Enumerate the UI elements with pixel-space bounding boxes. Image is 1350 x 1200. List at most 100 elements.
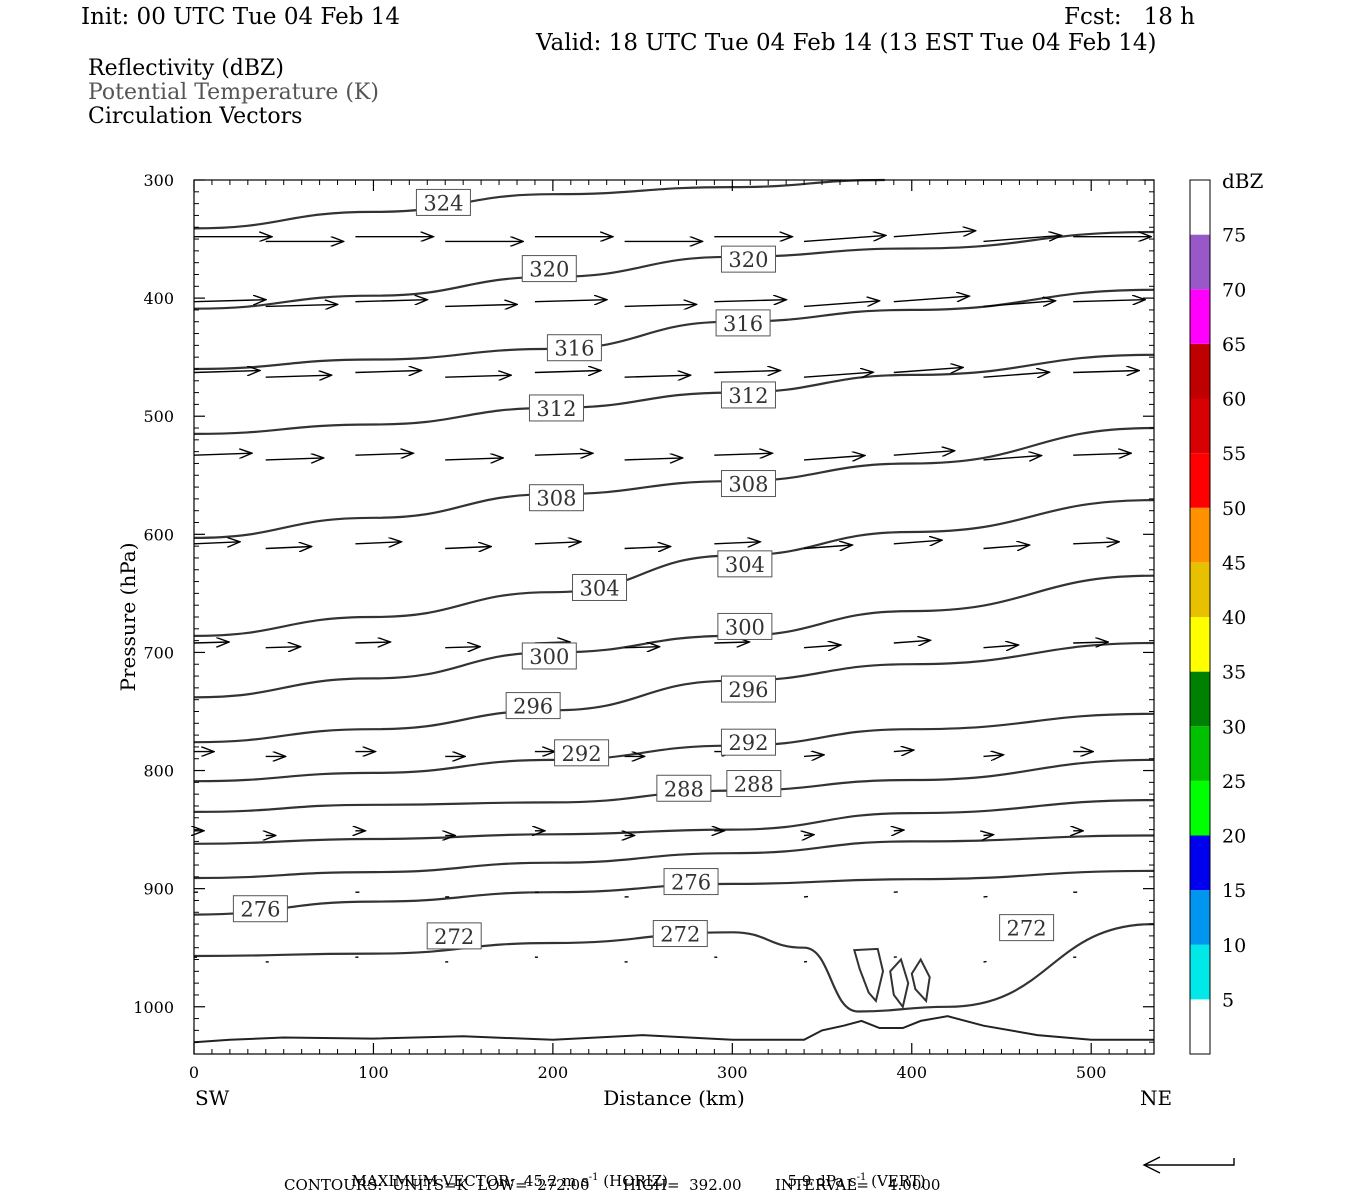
isentrope-label-296: 296 bbox=[505, 692, 561, 720]
legend-theta: Potential Temperature (K) bbox=[88, 80, 379, 105]
x-tick-label: 200 bbox=[538, 1063, 569, 1082]
colorbar-level-label: 70 bbox=[1222, 279, 1246, 301]
colorbar-level-label: 45 bbox=[1222, 552, 1246, 574]
x-end-label-sw: SW bbox=[195, 1086, 230, 1110]
isentrope-label-308: 308 bbox=[528, 484, 584, 512]
circulation-vector bbox=[983, 755, 1004, 757]
isentrope-320 bbox=[193, 230, 1155, 310]
vert-exponent: -1 bbox=[856, 1172, 867, 1183]
circulation-vector bbox=[265, 375, 332, 377]
isentrope-308 bbox=[193, 426, 1155, 539]
svg-text:292: 292 bbox=[562, 742, 602, 766]
circulation-vector bbox=[893, 451, 955, 456]
vert-tag: (VERT) bbox=[866, 1172, 926, 1190]
circulation-vector bbox=[355, 542, 401, 544]
colorbar-level-label: 55 bbox=[1222, 443, 1246, 465]
colorbar-swatch bbox=[1190, 234, 1210, 290]
svg-text:288: 288 bbox=[664, 777, 704, 801]
circulation-vector bbox=[355, 453, 413, 455]
circulation-vector bbox=[714, 300, 786, 302]
circulation-vector bbox=[1073, 642, 1108, 643]
circulation-vector bbox=[193, 371, 260, 373]
circulation-vector bbox=[1073, 300, 1145, 302]
svg-text:300: 300 bbox=[725, 615, 765, 639]
circulation-vector bbox=[445, 375, 511, 377]
circulation-vector bbox=[714, 371, 780, 373]
footer-max-vector-vert: 5.9 dPa s-1 (VERT) bbox=[778, 1158, 926, 1189]
isentrope-label-320: 320 bbox=[521, 255, 577, 283]
circulation-vector bbox=[193, 453, 252, 455]
circulation-vector bbox=[894, 830, 904, 831]
isentrope-label-272: 272 bbox=[652, 920, 708, 948]
isentrope-296 bbox=[193, 641, 1155, 744]
isentrope-label-272: 272 bbox=[999, 914, 1055, 942]
colorbar-level-label: 25 bbox=[1222, 771, 1246, 793]
isentrope-label-296: 296 bbox=[720, 675, 776, 703]
svg-text:316: 316 bbox=[723, 312, 763, 336]
y-tick-label: 900 bbox=[143, 880, 174, 899]
svg-text:304: 304 bbox=[579, 576, 619, 600]
x-axis-label: Distance (km) bbox=[603, 1086, 745, 1110]
terrain-line bbox=[193, 1015, 1154, 1044]
colorbar-unit: dBZ bbox=[1222, 169, 1264, 193]
svg-text:272: 272 bbox=[660, 923, 700, 947]
circulation-vector bbox=[265, 458, 324, 460]
isentrope-label-304: 304 bbox=[717, 550, 773, 578]
colorbar-swatch bbox=[1190, 180, 1210, 235]
colorbar-swatch bbox=[1190, 398, 1210, 454]
x-tick-label: 300 bbox=[717, 1063, 748, 1082]
isentrope-label-276: 276 bbox=[663, 868, 719, 896]
y-tick-label: 400 bbox=[143, 289, 174, 308]
colorbar-swatch bbox=[1190, 671, 1210, 727]
y-tick-label: 500 bbox=[143, 407, 174, 426]
isentrope-label-292: 292 bbox=[554, 739, 610, 767]
colorbar-level-label: 50 bbox=[1222, 498, 1246, 520]
circulation-vector bbox=[624, 304, 697, 306]
circulation-vector bbox=[534, 453, 593, 455]
legend-vectors: Circulation Vectors bbox=[88, 104, 303, 129]
svg-text:308: 308 bbox=[536, 487, 576, 511]
colorbar-level-label: 10 bbox=[1222, 935, 1246, 957]
colorbar-level-label: 35 bbox=[1222, 662, 1246, 684]
colorbar-swatch bbox=[1190, 562, 1210, 618]
colorbar-swatch bbox=[1190, 507, 1210, 563]
circulation-vector bbox=[984, 835, 994, 836]
footer-contour-info: CONTOURS: UNITS=K LOW= 272.00 HIGH= 392.… bbox=[284, 1176, 941, 1194]
isentrope-292 bbox=[193, 712, 1155, 783]
reference-vector-arrow bbox=[1142, 1156, 1235, 1174]
svg-text:304: 304 bbox=[725, 553, 765, 577]
circulation-vector bbox=[803, 755, 824, 757]
horiz-exponent: -1 bbox=[588, 1172, 599, 1183]
circulation-vector bbox=[265, 547, 312, 549]
circulation-vector bbox=[983, 235, 1062, 243]
circulation-vector bbox=[893, 540, 942, 544]
colorbar-swatch bbox=[1190, 999, 1210, 1055]
svg-text:296: 296 bbox=[728, 678, 768, 702]
circulation-vector bbox=[1073, 453, 1131, 455]
reflectivity-contour bbox=[852, 947, 885, 1004]
isentrope-284 bbox=[193, 799, 1155, 845]
circulation-vector bbox=[803, 545, 852, 549]
circulation-vector bbox=[893, 640, 931, 643]
x-tick-label: 400 bbox=[896, 1063, 927, 1082]
isentrope-label-312: 312 bbox=[528, 394, 584, 422]
y-tick-label: 600 bbox=[143, 525, 174, 544]
circulation-vector bbox=[193, 642, 229, 643]
circulation-vector bbox=[265, 647, 301, 648]
colorbar-level-label: 20 bbox=[1222, 826, 1246, 848]
isentrope-312 bbox=[193, 353, 1155, 435]
circulation-vector bbox=[445, 304, 517, 306]
colorbar-swatch bbox=[1190, 726, 1210, 781]
circulation-vector bbox=[714, 642, 749, 643]
colorbar-swatch bbox=[1190, 617, 1210, 672]
circulation-vector bbox=[804, 835, 814, 836]
circulation-vector bbox=[624, 647, 660, 648]
isentrope-label-308: 308 bbox=[720, 470, 776, 498]
circulation-vector bbox=[624, 375, 691, 377]
isentrope-300 bbox=[193, 574, 1155, 699]
colorbar-swatch bbox=[1190, 835, 1210, 891]
colorbar-level-label: 65 bbox=[1222, 334, 1246, 356]
colorbar-level-label: 30 bbox=[1222, 716, 1246, 738]
colorbar-swatch bbox=[1190, 343, 1210, 399]
